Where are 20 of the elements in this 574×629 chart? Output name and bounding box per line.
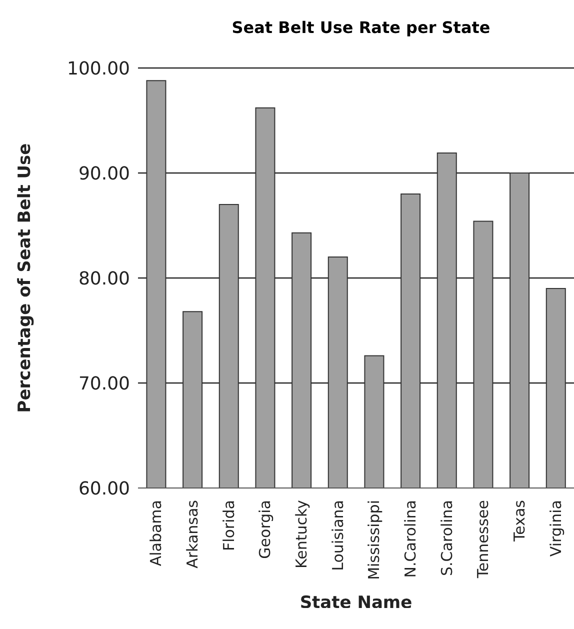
y-tick-label: 90.00: [78, 163, 130, 184]
y-axis-title: Percentage of Seat Belt Use: [15, 143, 36, 413]
y-tick-label: 70.00: [78, 373, 130, 394]
x-axis-title: State Name: [300, 593, 412, 613]
y-tick-label: 60.00: [78, 478, 130, 500]
x-tick-label: Georgia: [256, 500, 274, 559]
chart-title: Seat Belt Use Rate per State: [230, 18, 492, 37]
x-tick-label: Arkansas: [184, 500, 202, 568]
x-tick-label: Louisiana: [328, 500, 347, 571]
x-tick-label: Mississippi: [365, 500, 384, 580]
y-tick-label: 100.00: [67, 58, 130, 80]
x-tick-label: Virginia: [546, 500, 565, 557]
x-tick-label: N.Carolina: [402, 500, 420, 578]
x-tick-label: Texas: [510, 500, 528, 542]
x-tick-label: Alabama: [147, 500, 166, 566]
x-tick-label: Florida: [220, 500, 238, 552]
y-tick-label: 80.00: [78, 268, 130, 290]
x-tick-label: Tennessee: [474, 500, 492, 580]
x-tick-label: Kentucky: [292, 500, 310, 568]
x-tick-label: S.Carolina: [438, 500, 456, 576]
